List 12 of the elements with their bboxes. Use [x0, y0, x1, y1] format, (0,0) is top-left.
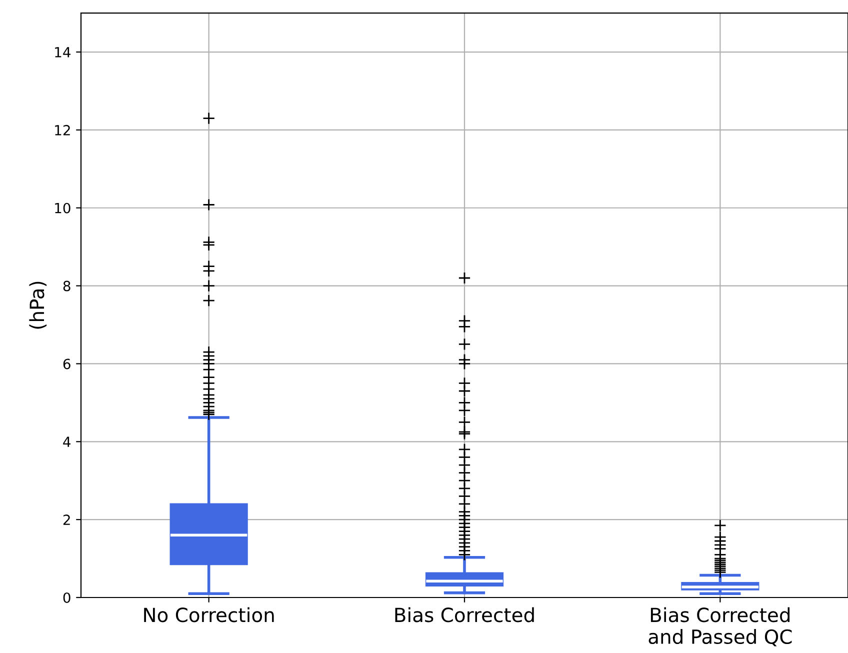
- x-tick-label: Bias Corrected and Passed QC: [648, 607, 792, 646]
- x-tick-label: Bias Corrected: [395, 607, 534, 622]
- y-tick-label: 8: [63, 280, 70, 292]
- y-tick-label: 14: [55, 47, 70, 58]
- y-tick-label: 0: [63, 592, 70, 603]
- y-tick-label: 4: [63, 436, 70, 447]
- y-tick-label: 6: [63, 358, 70, 370]
- y-tick-label: 12: [55, 124, 70, 136]
- y-axis-title: (hPa): [29, 282, 47, 329]
- y-tick-label: 2: [63, 514, 70, 525]
- x-tick-label: No Correction: [144, 607, 274, 622]
- y-tick-label: 10: [55, 202, 70, 214]
